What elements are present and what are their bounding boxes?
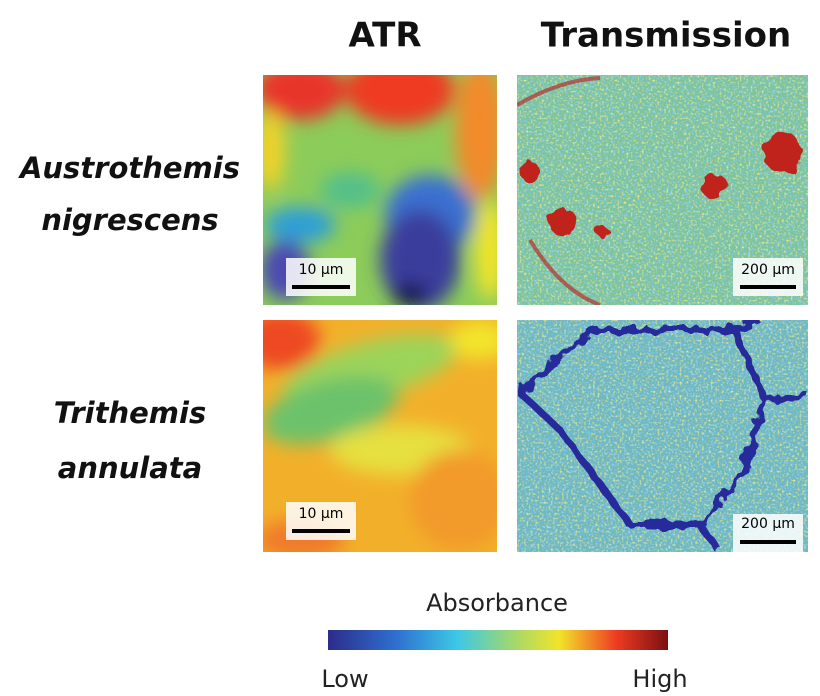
column-header: Transmission xyxy=(541,16,791,56)
row-label: Austrothemis xyxy=(18,151,240,185)
scale-bar: 200 µm xyxy=(733,258,803,296)
colorbar xyxy=(328,630,668,650)
colorbar-high: High xyxy=(632,665,687,693)
row-label: Trithemis xyxy=(54,396,206,430)
colorbar-title: Absorbance xyxy=(426,589,568,617)
row-label: nigrescens xyxy=(41,203,218,237)
scale-bar-label: 10 µm xyxy=(299,506,344,522)
scale-bar-label: 200 µm xyxy=(741,262,795,278)
scale-bar: 10 µm xyxy=(286,258,356,296)
scale-bar: 200 µm xyxy=(733,514,803,552)
column-header: ATR xyxy=(348,16,421,56)
atr-map xyxy=(263,320,497,552)
atr-map xyxy=(263,75,497,305)
scale-bar-label: 10 µm xyxy=(299,262,344,278)
row-label: annulata xyxy=(58,451,202,485)
transmission-map xyxy=(517,320,808,552)
scale-bar-label: 200 µm xyxy=(741,516,795,532)
colorbar-low: Low xyxy=(321,665,368,693)
scale-bar: 10 µm xyxy=(286,502,356,540)
